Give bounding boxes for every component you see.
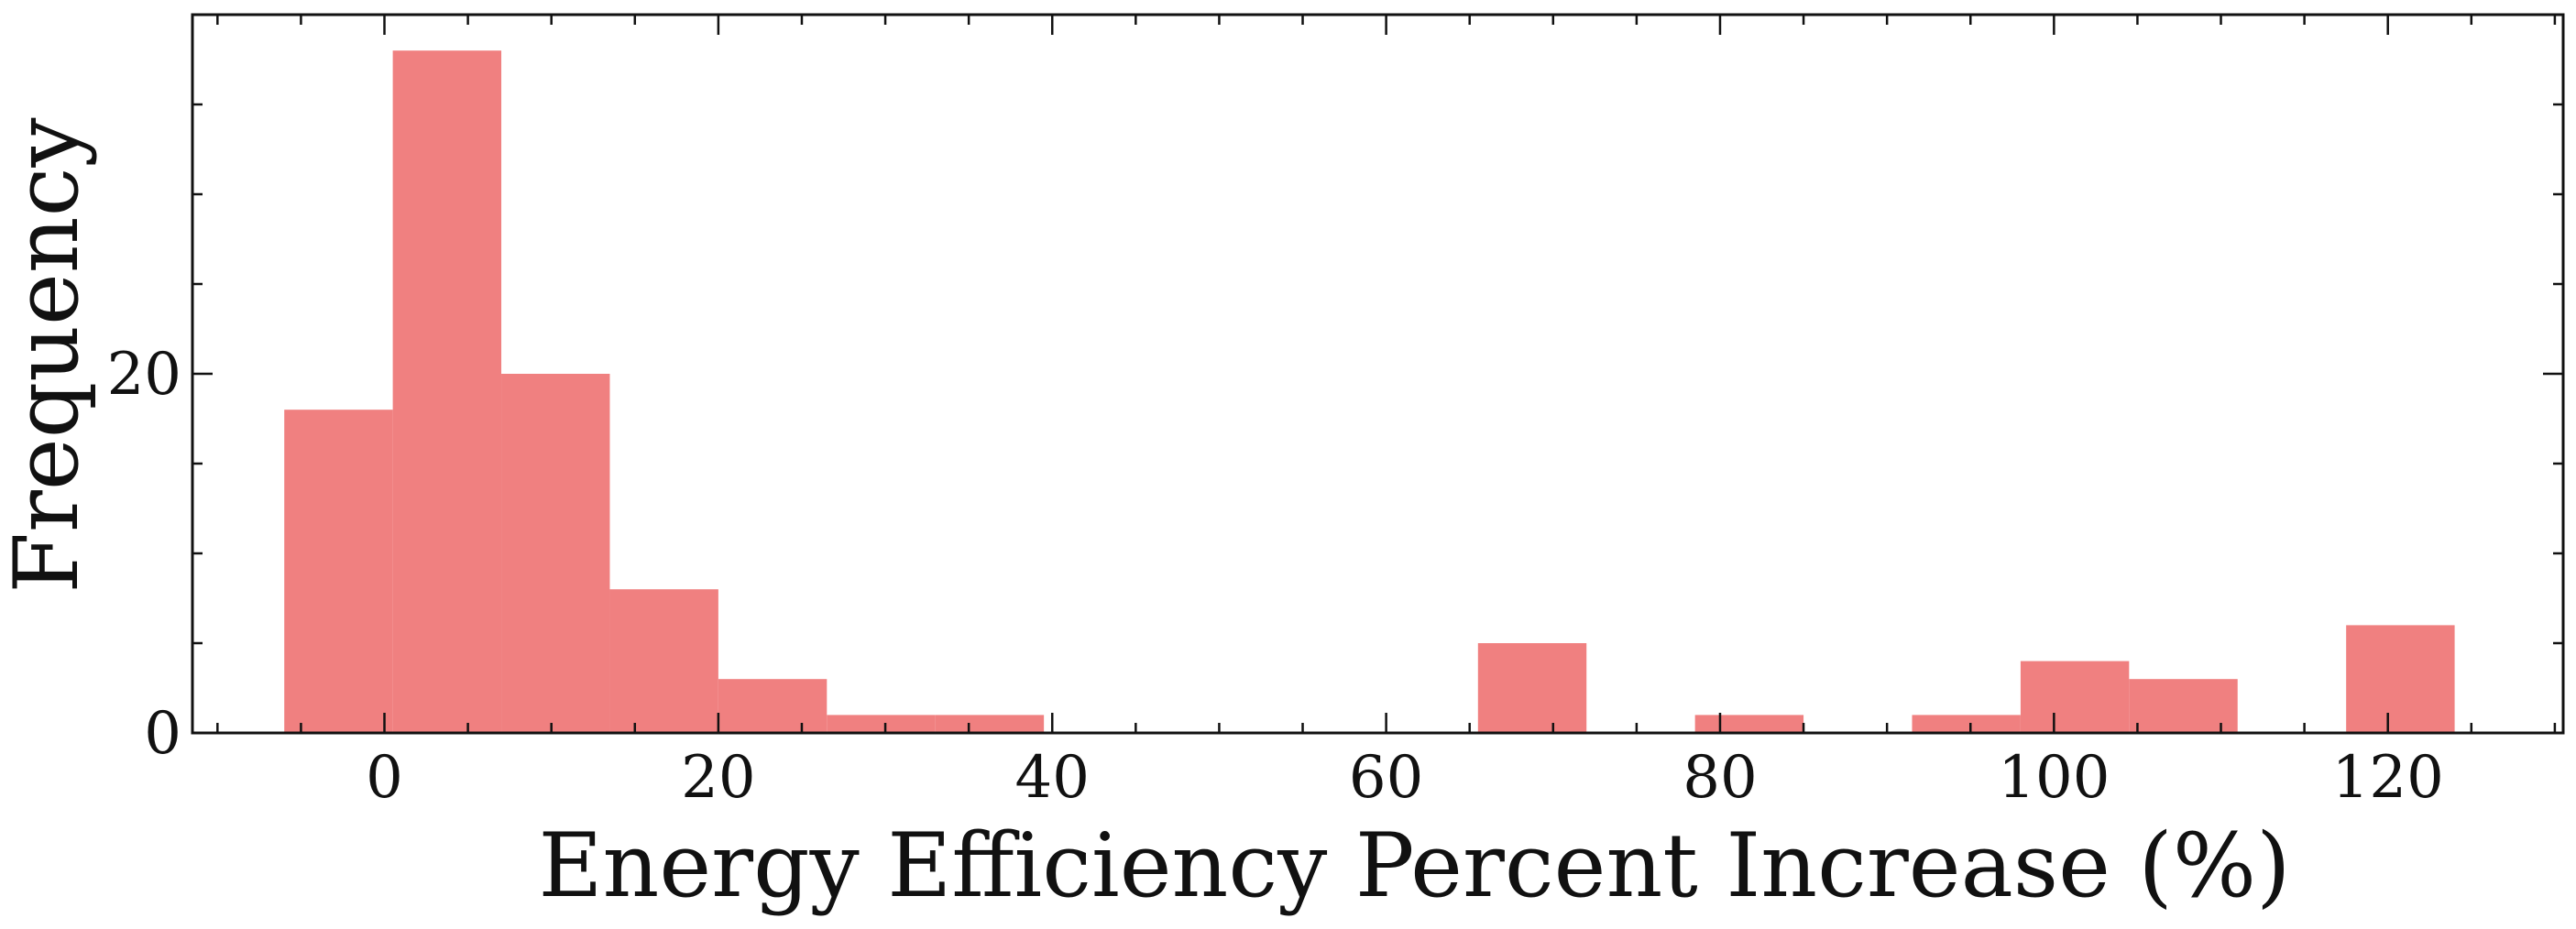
x-tick-label: 80 (1683, 744, 1757, 812)
x-axis-label: Energy Efficiency Percent Increase (%) (538, 814, 2290, 917)
x-tick-label: 100 (1998, 744, 2110, 812)
histogram-bar (2346, 625, 2455, 733)
histogram-bar (935, 715, 1045, 733)
histogram-bar (1912, 715, 2021, 733)
histogram-bar (1477, 643, 1587, 733)
histogram-bar (1694, 715, 1804, 733)
histogram-bar (718, 679, 828, 733)
x-tick-label: 0 (366, 744, 403, 812)
x-tick-label: 40 (1015, 744, 1090, 812)
histogram-bar (609, 589, 718, 733)
y-tick-label: 0 (144, 700, 181, 768)
histogram-bar (827, 715, 936, 733)
y-tick-label: 20 (107, 341, 181, 409)
x-tick-label: 20 (681, 744, 755, 812)
histogram-bar (2020, 661, 2130, 733)
tick-labels: 0 20 40 60 80 100 120 0 20 (107, 341, 2444, 812)
histogram-bar (2129, 679, 2238, 733)
x-tick-label: 120 (2332, 744, 2444, 812)
histogram-bar (284, 410, 393, 733)
plot-frame (191, 13, 2565, 735)
histogram-bars (284, 50, 2455, 733)
histogram-bar (501, 374, 610, 733)
x-tick-label: 60 (1349, 744, 1423, 812)
histogram-bar (392, 50, 502, 733)
y-axis-label: Frequency (0, 117, 98, 593)
